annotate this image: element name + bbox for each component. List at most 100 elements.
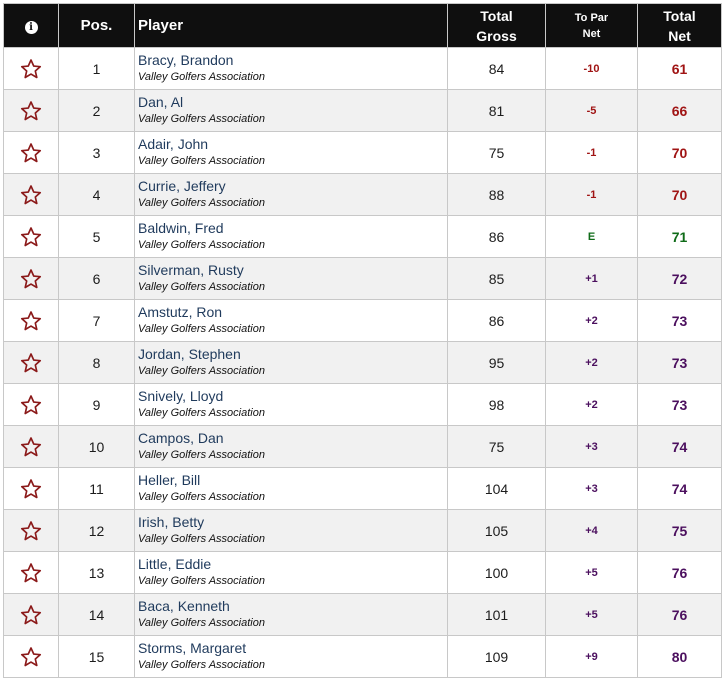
total-net-header[interactable]: Total Net	[637, 3, 722, 48]
to-par-net-cell: +2	[545, 299, 638, 342]
player-name-link[interactable]: Silverman, Rusty	[138, 262, 244, 278]
player-name-link[interactable]: Currie, Jeffery	[138, 178, 226, 194]
star-outline-icon[interactable]	[20, 58, 42, 80]
total-net-cell: 74	[637, 425, 722, 468]
favorite-cell	[3, 383, 59, 426]
player-club: Valley Golfers Association	[138, 113, 265, 125]
total-net-cell: 73	[637, 341, 722, 384]
position-cell: 4	[58, 173, 135, 216]
player-cell: Silverman, Rusty Valley Golfers Associati…	[134, 257, 448, 300]
star-outline-icon[interactable]	[20, 310, 42, 332]
table-row[interactable]: 12 Irish, Betty Valley Golfers Association…	[3, 509, 722, 552]
table-row[interactable]: 14 Baca, Kenneth Valley Golfers Associatio…	[3, 593, 722, 636]
total-gross-cell: 81	[447, 89, 546, 132]
table-row[interactable]: 10 Campos, Dan Valley Golfers Association 7…	[3, 425, 722, 468]
player-name-link[interactable]: Little, Eddie	[138, 556, 212, 572]
table-row[interactable]: 13 Little, Eddie Valley Golfers Associatio…	[3, 551, 722, 594]
info-icon[interactable]: i	[24, 21, 38, 34]
star-outline-icon[interactable]	[20, 100, 42, 122]
position-cell: 6	[58, 257, 135, 300]
star-outline-icon[interactable]	[20, 268, 42, 290]
table-row[interactable]: 4 Currie, Jeffery Valley Golfers Associati…	[3, 173, 722, 216]
total-gross-header[interactable]: Total Gross	[447, 3, 546, 48]
player-name-link[interactable]: Heller, Bill	[138, 472, 201, 488]
star-outline-icon[interactable]	[20, 436, 42, 458]
star-outline-icon[interactable]	[20, 394, 42, 416]
total-gross-cell: 100	[447, 551, 546, 594]
to-par-net-cell: -1	[545, 131, 638, 174]
player-name-link[interactable]: Jordan, Stephen	[138, 346, 241, 362]
table-row[interactable]: 1 Bracy, Brandon Valley Golfers Associatio…	[3, 47, 722, 90]
player-header[interactable]: Player	[134, 3, 448, 48]
table-row[interactable]: 9 Snively, Lloyd Valley Golfers Associatio…	[3, 383, 722, 426]
player-cell: Campos, Dan Valley Golfers Association	[134, 425, 448, 468]
player-club: Valley Golfers Association	[138, 533, 265, 545]
to-par-header-line2: Net	[582, 27, 601, 40]
favorite-cell	[3, 425, 59, 468]
to-par-net-cell: +9	[545, 635, 638, 678]
to-par-header-line1: To Par	[574, 11, 609, 24]
to-par-net-cell: +5	[545, 551, 638, 594]
total-net-cell: 76	[637, 551, 722, 594]
player-club: Valley Golfers Association	[138, 407, 265, 419]
total-net-cell: 73	[637, 299, 722, 342]
info-header[interactable]: i	[3, 3, 59, 48]
table-row[interactable]: 11 Heller, Bill Valley Golfers Association…	[3, 467, 722, 510]
total-net-cell: 61	[637, 47, 722, 90]
total-gross-header-line1: Total	[480, 7, 513, 24]
total-gross-cell: 109	[447, 635, 546, 678]
player-name-link[interactable]: Baldwin, Fred	[138, 220, 224, 236]
table-row[interactable]: 15 Storms, Margaret Valley Golfers Associa…	[3, 635, 722, 678]
player-club: Valley Golfers Association	[138, 239, 265, 251]
player-name-link[interactable]: Adair, John	[138, 136, 209, 152]
table-row[interactable]: 3 Adair, John Valley Golfers Association 75…	[3, 131, 722, 174]
total-net-cell: 74	[637, 467, 722, 510]
leaderboard-header: i Pos. Player Total Gross To Par Net Tot…	[3, 3, 722, 48]
total-gross-cell: 88	[447, 173, 546, 216]
position-cell: 8	[58, 341, 135, 384]
table-row[interactable]: 7 Amstutz, Ron Valley Golfers Association 8…	[3, 299, 722, 342]
table-row[interactable]: 6 Silverman, Rusty Valley Golfers Associat…	[3, 257, 722, 300]
leaderboard-body: 1 Bracy, Brandon Valley Golfers Associatio…	[3, 47, 722, 678]
favorite-cell	[3, 551, 59, 594]
star-outline-icon[interactable]	[20, 562, 42, 584]
star-outline-icon[interactable]	[20, 520, 42, 542]
star-outline-icon[interactable]	[20, 184, 42, 206]
favorite-cell	[3, 635, 59, 678]
player-name-link[interactable]: Irish, Betty	[138, 514, 205, 530]
player-name-link[interactable]: Baca, Kenneth	[138, 598, 230, 614]
table-row[interactable]: 5 Baldwin, Fred Valley Golfers Association…	[3, 215, 722, 258]
favorite-cell	[3, 467, 59, 510]
star-outline-icon[interactable]	[20, 226, 42, 248]
player-name-link[interactable]: Bracy, Brandon	[138, 52, 234, 68]
player-cell: Snively, Lloyd Valley Golfers Association	[134, 383, 448, 426]
player-cell: Heller, Bill Valley Golfers Association	[134, 467, 448, 510]
total-gross-cell: 104	[447, 467, 546, 510]
player-club: Valley Golfers Association	[138, 155, 265, 167]
player-club: Valley Golfers Association	[138, 71, 265, 83]
table-row[interactable]: 8 Jordan, Stephen Valley Golfers Associati…	[3, 341, 722, 384]
star-outline-icon[interactable]	[20, 352, 42, 374]
player-name-link[interactable]: Amstutz, Ron	[138, 304, 223, 320]
table-row[interactable]: 2 Dan, Al Valley Golfers Association 81 -5 66	[3, 89, 722, 132]
position-cell: 1	[58, 47, 135, 90]
header-row: i Pos. Player Total Gross To Par Net Tot…	[3, 3, 722, 48]
player-cell: Jordan, Stephen Valley Golfers Associatio…	[134, 341, 448, 384]
star-outline-icon[interactable]	[20, 478, 42, 500]
player-cell: Baca, Kenneth Valley Golfers Association	[134, 593, 448, 636]
total-gross-header-line2: Gross	[476, 27, 517, 44]
star-outline-icon[interactable]	[20, 604, 42, 626]
player-cell: Adair, John Valley Golfers Association	[134, 131, 448, 174]
total-net-cell: 75	[637, 509, 722, 552]
player-cell: Storms, Margaret Valley Golfers Associati…	[134, 635, 448, 678]
star-outline-icon[interactable]	[20, 142, 42, 164]
player-name-link[interactable]: Snively, Lloyd	[138, 388, 224, 404]
star-outline-icon[interactable]	[20, 646, 42, 668]
player-name-link[interactable]: Storms, Margaret	[138, 640, 247, 656]
pos-header[interactable]: Pos.	[58, 3, 135, 48]
player-name-link[interactable]: Campos, Dan	[138, 430, 224, 446]
player-name-link[interactable]: Dan, Al	[138, 94, 184, 110]
player-club: Valley Golfers Association	[138, 659, 265, 671]
to-par-net-header[interactable]: To Par Net	[545, 3, 638, 48]
total-gross-cell: 95	[447, 341, 546, 384]
